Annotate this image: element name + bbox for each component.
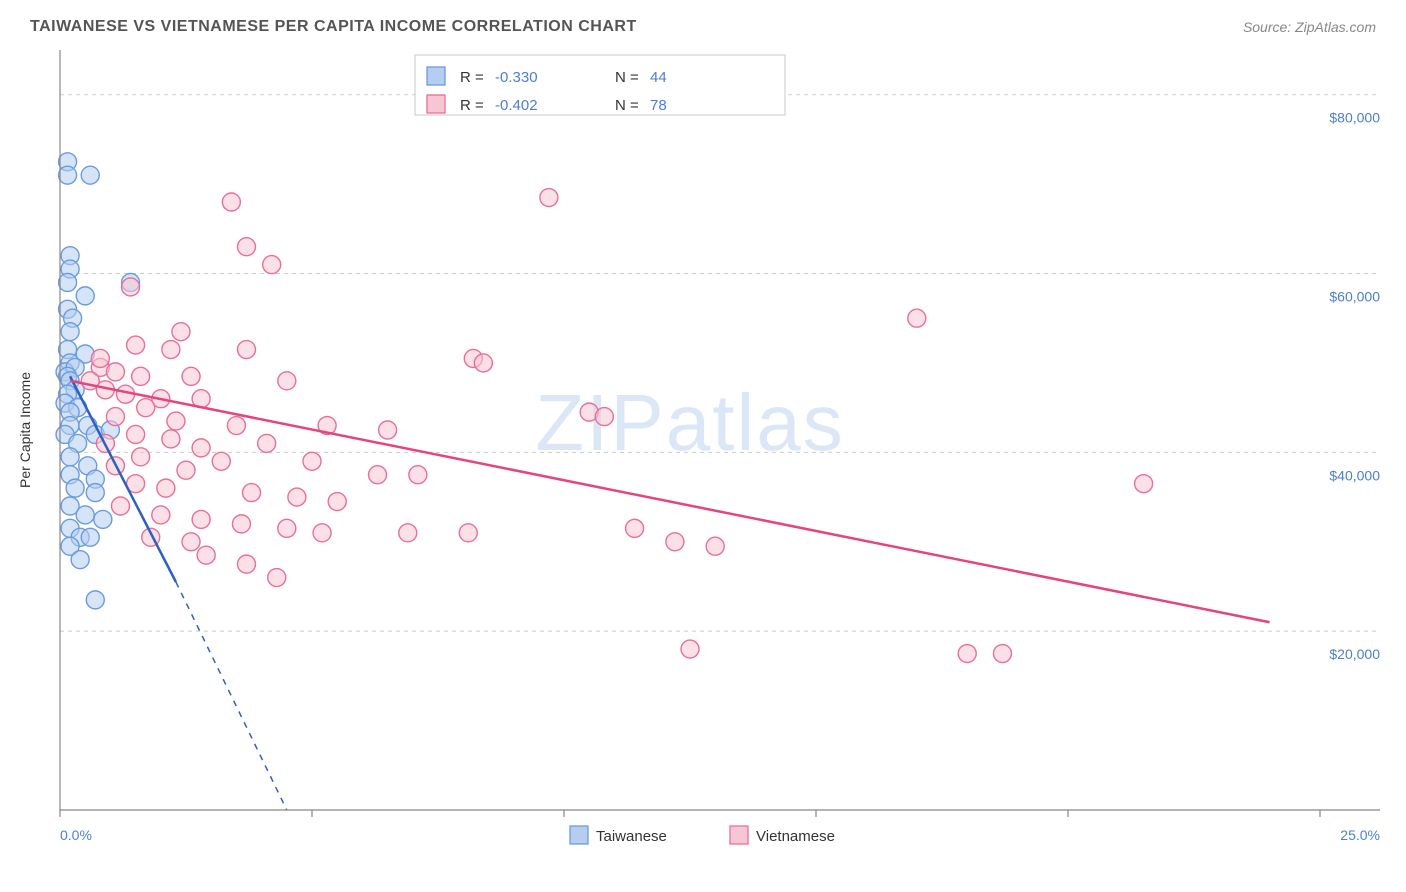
watermark: ZIPatlas (535, 378, 844, 467)
scatter-point (268, 569, 286, 587)
x-tick-label: 0.0% (60, 827, 92, 843)
scatter-point (59, 166, 77, 184)
chart-title: TAIWANESE VS VIETNAMESE PER CAPITA INCOM… (30, 18, 637, 36)
scatter-point (237, 238, 255, 256)
scatter-point (132, 448, 150, 466)
scatter-point (197, 546, 215, 564)
scatter-point (132, 367, 150, 385)
scatter-point (212, 452, 230, 470)
scatter-point (399, 524, 417, 542)
scatter-point (379, 421, 397, 439)
scatter-point (288, 488, 306, 506)
scatter-point (182, 367, 200, 385)
scatter-point (459, 524, 477, 542)
y-tick-label: $60,000 (1329, 289, 1380, 305)
bottom-legend-label: Taiwanese (596, 828, 667, 845)
y-tick-label: $20,000 (1329, 646, 1380, 662)
scatter-point (61, 448, 79, 466)
legend-n-value: 78 (650, 97, 667, 114)
scatter-point (666, 533, 684, 551)
chart-header: TAIWANESE VS VIETNAMESE PER CAPITA INCOM… (10, 10, 1396, 40)
scatter-point (111, 497, 129, 515)
scatter-chart: $20,000 $40,000 $60,000 $80,000 ZIPatlas 0.0%… (10, 40, 1396, 870)
scatter-point (71, 551, 89, 569)
scatter-point (706, 537, 724, 555)
scatter-point (540, 189, 558, 207)
scatter-point (162, 430, 180, 448)
scatter-point (222, 193, 240, 211)
scatter-point (177, 461, 195, 479)
legend-swatch (427, 95, 445, 113)
scatter-point (369, 466, 387, 484)
scatter-point (237, 555, 255, 573)
scatter-point (127, 336, 145, 354)
scatter-point (237, 341, 255, 359)
scatter-point (908, 309, 926, 327)
scatter-point (232, 515, 250, 533)
legend-swatch (427, 67, 445, 85)
scatter-point (278, 519, 296, 537)
scatter-point (122, 278, 140, 296)
y-axis-label: Per Capita Income (17, 372, 33, 488)
scatter-point (137, 399, 155, 417)
y-tick-label: $80,000 (1329, 110, 1380, 126)
legend-r-label: R = (460, 97, 484, 114)
scatter-point (313, 524, 331, 542)
chart-container: $20,000 $40,000 $60,000 $80,000 ZIPatlas 0.0%… (10, 40, 1396, 870)
scatter-point (167, 412, 185, 430)
scatter-point (76, 287, 94, 305)
scatter-point (958, 645, 976, 663)
source-label: Source: ZipAtlas.com (1243, 19, 1376, 35)
scatter-point (993, 645, 1011, 663)
legend-n-label: N = (615, 97, 639, 114)
bottom-legend-label: Vietnamese (756, 828, 835, 845)
scatter-point (162, 341, 180, 359)
scatter-point (157, 479, 175, 497)
scatter-point (474, 354, 492, 372)
legend-n-value: 44 (650, 69, 667, 86)
scatter-point (76, 506, 94, 524)
scatter-point (681, 640, 699, 658)
x-tick-label: 25.0% (1340, 827, 1380, 843)
scatter-point (66, 479, 84, 497)
scatter-point (106, 408, 124, 426)
scatter-point (258, 434, 276, 452)
scatter-point (81, 166, 99, 184)
scatter-point (86, 484, 104, 502)
scatter-point (303, 452, 321, 470)
scatter-point (61, 323, 79, 341)
scatter-point (94, 510, 112, 528)
scatter-point (328, 493, 346, 511)
scatter-point (81, 528, 99, 546)
scatter-point (152, 506, 170, 524)
scatter-point (1135, 475, 1153, 493)
legend-r-value: -0.402 (495, 97, 538, 114)
scatter-point (409, 466, 427, 484)
legend-r-value: -0.330 (495, 69, 538, 86)
scatter-point (192, 439, 210, 457)
scatter-point (106, 363, 124, 381)
scatter-point (595, 408, 613, 426)
scatter-point (86, 591, 104, 609)
scatter-point (172, 323, 190, 341)
bottom-legend-swatch (570, 826, 588, 844)
bottom-legend-swatch (730, 826, 748, 844)
scatter-point (192, 510, 210, 528)
trend-line-extrapolation (176, 582, 287, 810)
scatter-point (263, 256, 281, 274)
legend-n-label: N = (615, 69, 639, 86)
scatter-point (626, 519, 644, 537)
scatter-point (278, 372, 296, 390)
scatter-point (182, 533, 200, 551)
scatter-point (243, 484, 261, 502)
scatter-point (59, 273, 77, 291)
legend-r-label: R = (460, 69, 484, 86)
scatter-point (227, 417, 245, 435)
y-tick-label: $40,000 (1329, 467, 1380, 483)
scatter-point (91, 349, 109, 367)
scatter-point (127, 425, 145, 443)
